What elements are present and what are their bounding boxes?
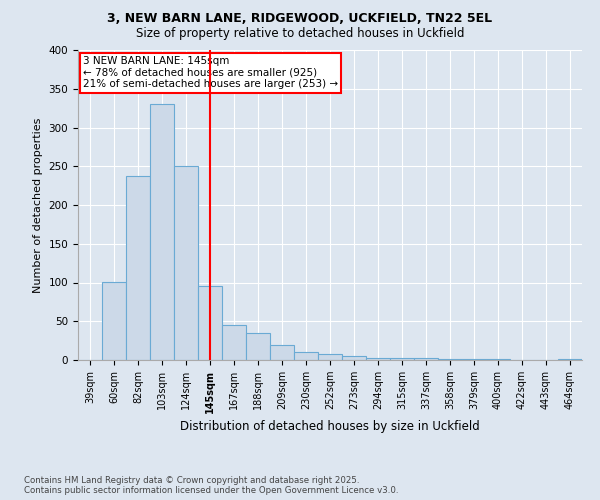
Text: Contains HM Land Registry data © Crown copyright and database right 2025.
Contai: Contains HM Land Registry data © Crown c… [24, 476, 398, 495]
Bar [366, 358, 390, 360]
Bar [390, 358, 414, 360]
Bar [342, 356, 366, 360]
Bar [150, 104, 174, 360]
Bar [462, 359, 486, 360]
Bar [558, 359, 582, 360]
Bar [318, 354, 342, 360]
Bar [486, 359, 510, 360]
Bar [438, 359, 462, 360]
Text: Size of property relative to detached houses in Uckfield: Size of property relative to detached ho… [136, 28, 464, 40]
Bar [174, 166, 198, 360]
Text: 3 NEW BARN LANE: 145sqm
← 78% of detached houses are smaller (925)
21% of semi-d: 3 NEW BARN LANE: 145sqm ← 78% of detache… [83, 56, 338, 90]
Bar [414, 358, 438, 360]
Bar [102, 282, 126, 360]
Text: 3, NEW BARN LANE, RIDGEWOOD, UCKFIELD, TN22 5EL: 3, NEW BARN LANE, RIDGEWOOD, UCKFIELD, T… [107, 12, 493, 26]
Bar [198, 286, 222, 360]
Bar [294, 352, 318, 360]
X-axis label: Distribution of detached houses by size in Uckfield: Distribution of detached houses by size … [180, 420, 480, 432]
Bar [126, 176, 150, 360]
Bar [222, 325, 246, 360]
Bar [270, 344, 294, 360]
Bar [246, 333, 270, 360]
Y-axis label: Number of detached properties: Number of detached properties [33, 118, 43, 292]
